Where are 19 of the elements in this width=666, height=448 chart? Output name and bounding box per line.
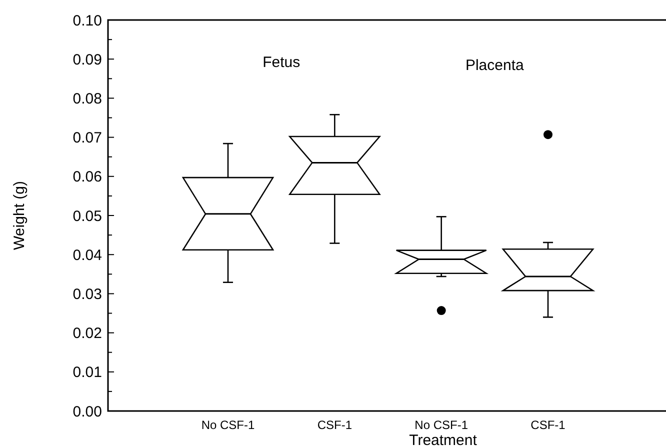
- y-tick-label: 0.01: [72, 364, 102, 382]
- y-tick-label: 0.08: [72, 90, 102, 108]
- x-tick-label: No CSF-1: [414, 418, 468, 432]
- x-tick-label: No CSF-1: [201, 418, 255, 432]
- annotation: Fetus: [262, 54, 300, 71]
- x-tick-label: CSF-1: [317, 418, 352, 432]
- y-tick-label: 0.02: [72, 325, 102, 342]
- y-tick-label: 0.10: [72, 12, 102, 30]
- y-tick-label: 0.00: [72, 403, 102, 420]
- x-tick-label: CSF-1: [530, 418, 566, 432]
- y-tick-label: 0.05: [72, 208, 102, 225]
- y-tick-label: 0.04: [72, 246, 102, 264]
- y-axis-title: Weight (g): [11, 181, 28, 250]
- x-axis-title: Treatment: [409, 432, 478, 448]
- y-tick-label: 0.06: [72, 168, 102, 186]
- annotation: Placenta: [465, 56, 525, 74]
- y-tick-label: 0.07: [72, 130, 102, 147]
- y-tick-label: 0.03: [72, 286, 102, 303]
- y-tick-label: 0.09: [72, 51, 102, 68]
